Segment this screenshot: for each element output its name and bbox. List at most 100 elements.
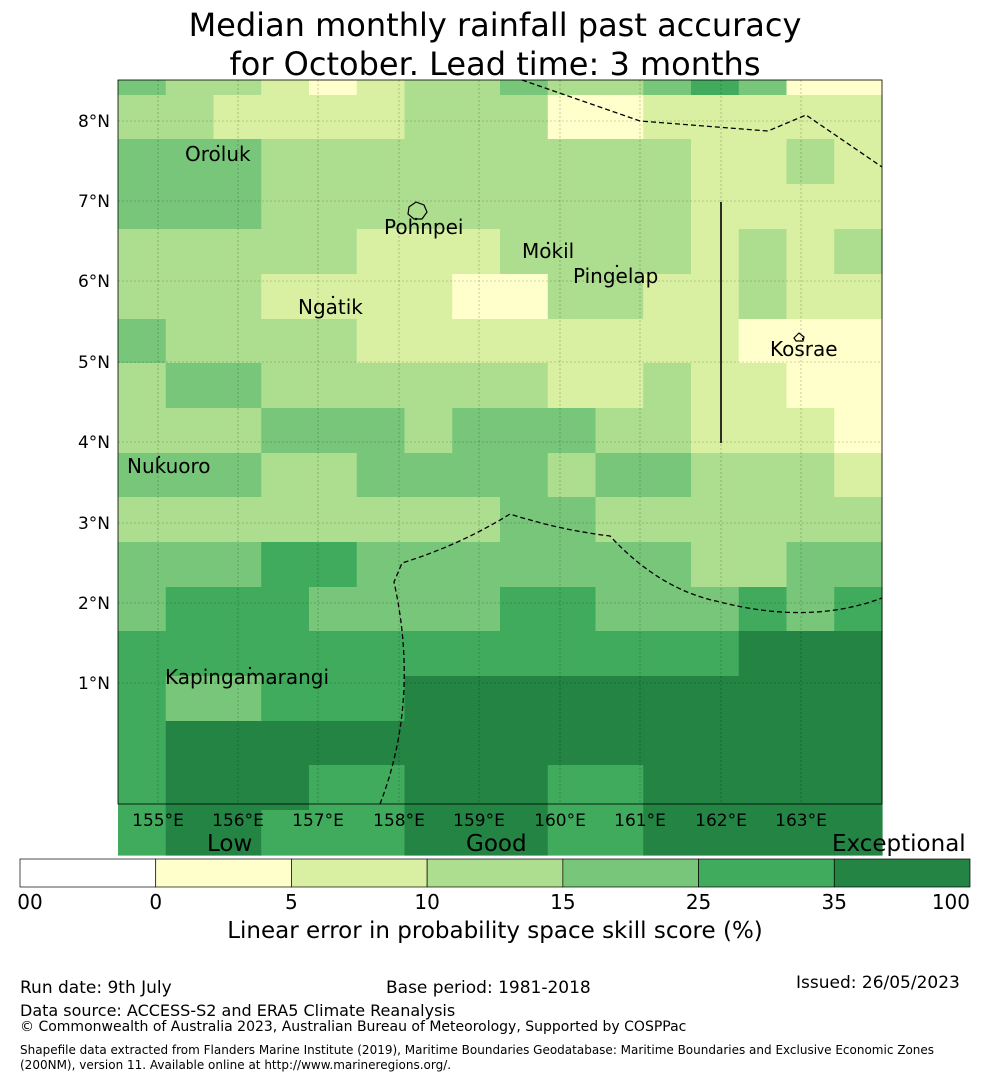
grid-cell bbox=[404, 363, 453, 409]
grid-cell bbox=[500, 229, 549, 275]
grid-cell bbox=[643, 229, 692, 275]
grid-cell bbox=[309, 139, 358, 185]
latitude-ticks: 8°N 7°N 6°N 5°N 4°N 3°N 2°N 1°N bbox=[78, 112, 110, 694]
grid-cell bbox=[452, 587, 501, 632]
grid-cell bbox=[452, 319, 501, 364]
grid-cell bbox=[691, 319, 740, 364]
grid-cell bbox=[834, 631, 883, 677]
copyright: © Commonwealth of Australia 2023, Austra… bbox=[20, 1019, 687, 1035]
grid-cell bbox=[309, 721, 358, 766]
grid-cell bbox=[500, 453, 549, 498]
grid-cell bbox=[786, 229, 835, 275]
grid-cell bbox=[165, 139, 215, 185]
grid-cell bbox=[213, 80, 262, 96]
grid-cell bbox=[500, 810, 549, 856]
longitude-tick-label: 155°E bbox=[132, 811, 184, 831]
grid-cell bbox=[691, 810, 740, 856]
grid-cell bbox=[261, 453, 310, 498]
place-marker bbox=[615, 264, 619, 268]
grid-cell bbox=[834, 497, 883, 543]
grid-cell bbox=[118, 184, 167, 230]
grid-cell bbox=[452, 184, 501, 230]
grid-cell bbox=[165, 587, 215, 632]
grid-cell bbox=[309, 631, 358, 677]
grid-cell bbox=[500, 631, 549, 677]
grid-cell bbox=[834, 229, 883, 275]
pohnpei-outline bbox=[407, 201, 428, 220]
grid-cell bbox=[356, 810, 406, 856]
grid-cell bbox=[118, 95, 167, 140]
grid-cell bbox=[834, 721, 883, 766]
grid-cell bbox=[309, 676, 358, 722]
grid-cell bbox=[356, 363, 406, 409]
colorbar-segment bbox=[833, 858, 971, 888]
grid-cell bbox=[500, 319, 549, 364]
grid-cell bbox=[261, 676, 310, 722]
latitude-tick-label: 6°N bbox=[78, 272, 110, 292]
longitude-tick-label: 156°E bbox=[212, 811, 264, 831]
latitude-tick-label: 8°N bbox=[78, 112, 110, 132]
grid-cell bbox=[356, 453, 406, 498]
place-marker bbox=[546, 241, 550, 245]
grid-cell bbox=[738, 408, 788, 454]
grid-cell bbox=[834, 810, 883, 856]
grid-cell bbox=[261, 184, 310, 230]
grid-cell bbox=[738, 542, 788, 588]
grid-cell bbox=[213, 408, 262, 454]
colorbar-segment bbox=[291, 858, 428, 888]
grid-cell bbox=[165, 319, 215, 364]
grid-cell bbox=[452, 453, 501, 498]
colorbar-tick-label: 5 bbox=[285, 890, 298, 914]
grid-cell bbox=[452, 497, 501, 543]
grid-cell bbox=[356, 274, 406, 320]
grid-cell bbox=[118, 497, 167, 543]
grid-cell bbox=[213, 587, 262, 632]
grid-cell bbox=[261, 587, 310, 632]
colorbar-tick-label: 0 bbox=[149, 890, 163, 914]
grid-cell bbox=[309, 497, 358, 543]
colorbar-segment bbox=[19, 858, 157, 888]
grid-cell bbox=[213, 274, 262, 320]
eez-boundary-north bbox=[521, 79, 883, 168]
grid-cell bbox=[404, 453, 453, 498]
issued-date: Issued: 26/05/2023 bbox=[796, 973, 960, 993]
grid-cell bbox=[691, 274, 740, 320]
grid-cell bbox=[547, 274, 597, 320]
grid-cell bbox=[595, 542, 644, 588]
grid-cell bbox=[452, 408, 501, 454]
place-label: Pingelap bbox=[573, 264, 658, 288]
grid-cell bbox=[738, 765, 788, 811]
grid-cell bbox=[834, 676, 883, 722]
grid-cell bbox=[118, 363, 167, 409]
grid-cell bbox=[595, 721, 644, 766]
grid-cell bbox=[738, 810, 788, 856]
grid-cell bbox=[547, 721, 597, 766]
grid-cell bbox=[452, 139, 501, 185]
grid-cell bbox=[643, 721, 692, 766]
grid-cell bbox=[404, 229, 453, 275]
category-good: Good bbox=[466, 831, 527, 857]
grid-cell bbox=[500, 765, 549, 811]
grid-cell bbox=[547, 95, 597, 140]
grid-cell bbox=[643, 631, 692, 677]
grid-cell bbox=[213, 229, 262, 275]
grid-cell bbox=[691, 721, 740, 766]
grid-cell bbox=[356, 408, 406, 454]
grid-cell bbox=[213, 676, 262, 722]
grid-cell bbox=[786, 80, 835, 96]
grid-cell bbox=[595, 676, 644, 722]
grid-cell bbox=[118, 810, 167, 856]
grid-cell bbox=[404, 497, 453, 543]
grid-cell bbox=[547, 408, 597, 454]
grid-cell bbox=[691, 139, 740, 185]
grid-cell bbox=[404, 765, 453, 811]
grid-cell bbox=[786, 95, 835, 140]
grid-cell bbox=[213, 497, 262, 543]
grid-cell bbox=[118, 408, 167, 454]
grid-cell bbox=[691, 676, 740, 722]
latitude-tick-label: 2°N bbox=[78, 594, 110, 614]
grid-cell bbox=[643, 80, 692, 96]
grid-cell bbox=[738, 721, 788, 766]
grid-cell bbox=[213, 95, 262, 140]
map-frame bbox=[117, 79, 883, 805]
